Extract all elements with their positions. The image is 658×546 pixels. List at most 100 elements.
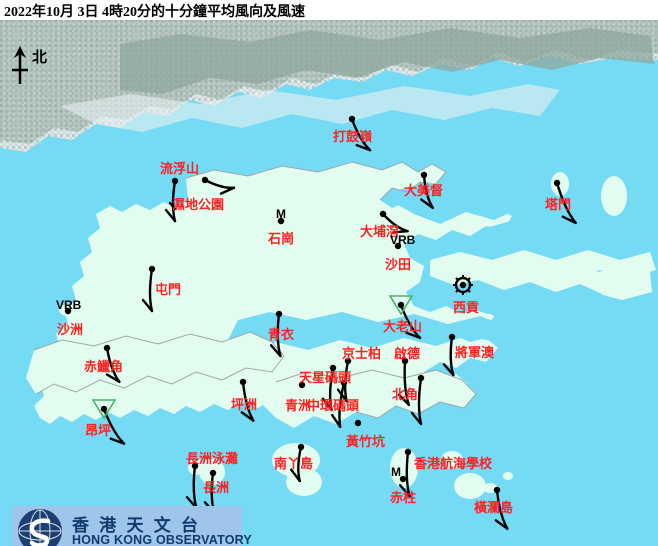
station-dot[interactable] bbox=[401, 357, 409, 365]
station-marker[interactable] bbox=[269, 310, 283, 358]
station-label: 長洲 bbox=[203, 480, 230, 495]
station-label: 啟德 bbox=[394, 346, 421, 361]
station-dot[interactable] bbox=[417, 374, 425, 382]
station-dot[interactable] bbox=[277, 217, 285, 225]
station-dot[interactable] bbox=[298, 381, 306, 389]
station-dot[interactable] bbox=[354, 419, 362, 427]
station-marker[interactable] bbox=[379, 210, 409, 234]
wind-barb-feather bbox=[405, 331, 422, 340]
station-label: 大埔滘 bbox=[360, 224, 400, 239]
wind-barb-feather bbox=[164, 208, 177, 223]
wind-barb-feather bbox=[141, 298, 154, 313]
station-label: 濕地公園 bbox=[172, 197, 225, 212]
station-dot[interactable] bbox=[275, 310, 283, 318]
station-label: 長洲泳灘 bbox=[186, 451, 239, 466]
north-arrow: 北 bbox=[6, 44, 66, 88]
station-marker[interactable] bbox=[330, 379, 348, 429]
station-label: 沙田 bbox=[385, 257, 412, 272]
title-bar: 2022年10月 3日 4時20分的十分鐘平均風向及風速 bbox=[0, 0, 658, 20]
wind-barb-feather bbox=[269, 344, 282, 358]
station-dot[interactable] bbox=[148, 265, 156, 273]
station-marker[interactable] bbox=[348, 115, 372, 152]
station-label: 昂坪 bbox=[85, 423, 112, 438]
wind-barb-shaft bbox=[405, 450, 411, 498]
station-marker[interactable] bbox=[290, 443, 305, 483]
station-marker[interactable] bbox=[239, 378, 255, 422]
automatic-station-triangle-icon bbox=[388, 295, 414, 316]
station-marker[interactable] bbox=[298, 381, 306, 389]
station-label: 北角 bbox=[392, 387, 419, 402]
wind-barb-feather bbox=[240, 411, 255, 422]
station-marker[interactable] bbox=[388, 295, 422, 340]
variable-wind-label: VRB bbox=[56, 298, 82, 312]
wind-barb-feather bbox=[397, 393, 411, 407]
station-dot[interactable] bbox=[171, 177, 179, 185]
station-dot[interactable] bbox=[340, 379, 348, 387]
wind-barb-feather bbox=[321, 397, 333, 412]
station-dot[interactable] bbox=[329, 364, 337, 372]
variable-wind-label: VRB bbox=[390, 233, 416, 247]
station-marker[interactable] bbox=[64, 307, 72, 315]
station-dot[interactable] bbox=[553, 179, 561, 187]
station-marker[interactable] bbox=[420, 171, 434, 210]
station-dot[interactable] bbox=[420, 171, 428, 179]
station-dot[interactable] bbox=[103, 344, 111, 352]
station-marker[interactable] bbox=[399, 475, 407, 483]
logo-chinese: 香 港 天 文 台 bbox=[72, 516, 201, 535]
station-dot[interactable] bbox=[394, 242, 402, 250]
station-marker[interactable] bbox=[103, 344, 121, 384]
wind-barb-feather bbox=[355, 143, 372, 152]
station-marker[interactable] bbox=[91, 399, 126, 445]
station-label: 青洲 bbox=[285, 398, 312, 413]
station-dot[interactable] bbox=[64, 307, 72, 315]
station-dot[interactable] bbox=[493, 486, 501, 494]
station-dot[interactable] bbox=[348, 115, 356, 123]
calm-target-spike-icon bbox=[467, 277, 471, 281]
station-label: 將軍澳 bbox=[455, 345, 495, 360]
station-marker[interactable] bbox=[493, 486, 509, 530]
station-dot[interactable] bbox=[191, 462, 199, 470]
station-marker[interactable] bbox=[453, 275, 473, 295]
station-marker[interactable] bbox=[354, 419, 362, 427]
wind-barb-feather bbox=[219, 186, 236, 195]
station-dot[interactable] bbox=[379, 210, 387, 218]
station-marker[interactable] bbox=[201, 176, 236, 195]
station-marker[interactable] bbox=[141, 265, 156, 313]
station-marker[interactable] bbox=[442, 333, 456, 377]
station-marker[interactable] bbox=[185, 462, 199, 510]
station-label: 沙洲 bbox=[57, 322, 84, 337]
wind-barb-feather bbox=[442, 363, 455, 377]
wind-barb-feather bbox=[561, 215, 577, 225]
wind-barb-shaft bbox=[449, 335, 455, 377]
wind-barb-shaft bbox=[171, 179, 177, 223]
station-marker[interactable] bbox=[553, 179, 577, 225]
station-label: 石崗 bbox=[268, 231, 295, 246]
station-dot[interactable] bbox=[459, 281, 467, 289]
station-marker[interactable] bbox=[164, 177, 179, 223]
station-marker[interactable] bbox=[277, 217, 285, 225]
station-marker[interactable] bbox=[410, 374, 425, 426]
station-marker[interactable] bbox=[398, 448, 412, 498]
station-dot[interactable] bbox=[239, 378, 247, 386]
station-marker[interactable] bbox=[397, 357, 411, 407]
station-label: 京士柏 bbox=[342, 346, 382, 361]
map-canvas[interactable]: 打鼓嶺 流浮山 濕地公園 石崗 M 大美督 塔門 大埔滘 沙田 VRB 屯門 沙洲 VRB 赤鱲角 青衣 大老… bbox=[0, 20, 658, 546]
station-marker[interactable] bbox=[394, 242, 402, 250]
automatic-station-triangle-icon bbox=[91, 399, 117, 420]
station-dot[interactable] bbox=[201, 176, 209, 184]
wind-barb-shaft bbox=[276, 312, 282, 358]
station-dot[interactable] bbox=[448, 333, 456, 341]
station-dot[interactable] bbox=[209, 469, 217, 477]
station-dot[interactable] bbox=[344, 357, 352, 365]
wind-barb-shaft bbox=[338, 381, 346, 429]
calm-wind-label: M bbox=[391, 465, 401, 479]
station-dot[interactable] bbox=[100, 405, 108, 413]
station-dot[interactable] bbox=[404, 448, 412, 456]
wind-barb-shaft bbox=[417, 376, 423, 426]
station-marker[interactable] bbox=[321, 364, 337, 412]
wind-barb-feather bbox=[109, 437, 126, 445]
station-dot[interactable] bbox=[399, 475, 407, 483]
station-dot[interactable] bbox=[297, 443, 305, 451]
station-dot[interactable] bbox=[397, 301, 405, 309]
